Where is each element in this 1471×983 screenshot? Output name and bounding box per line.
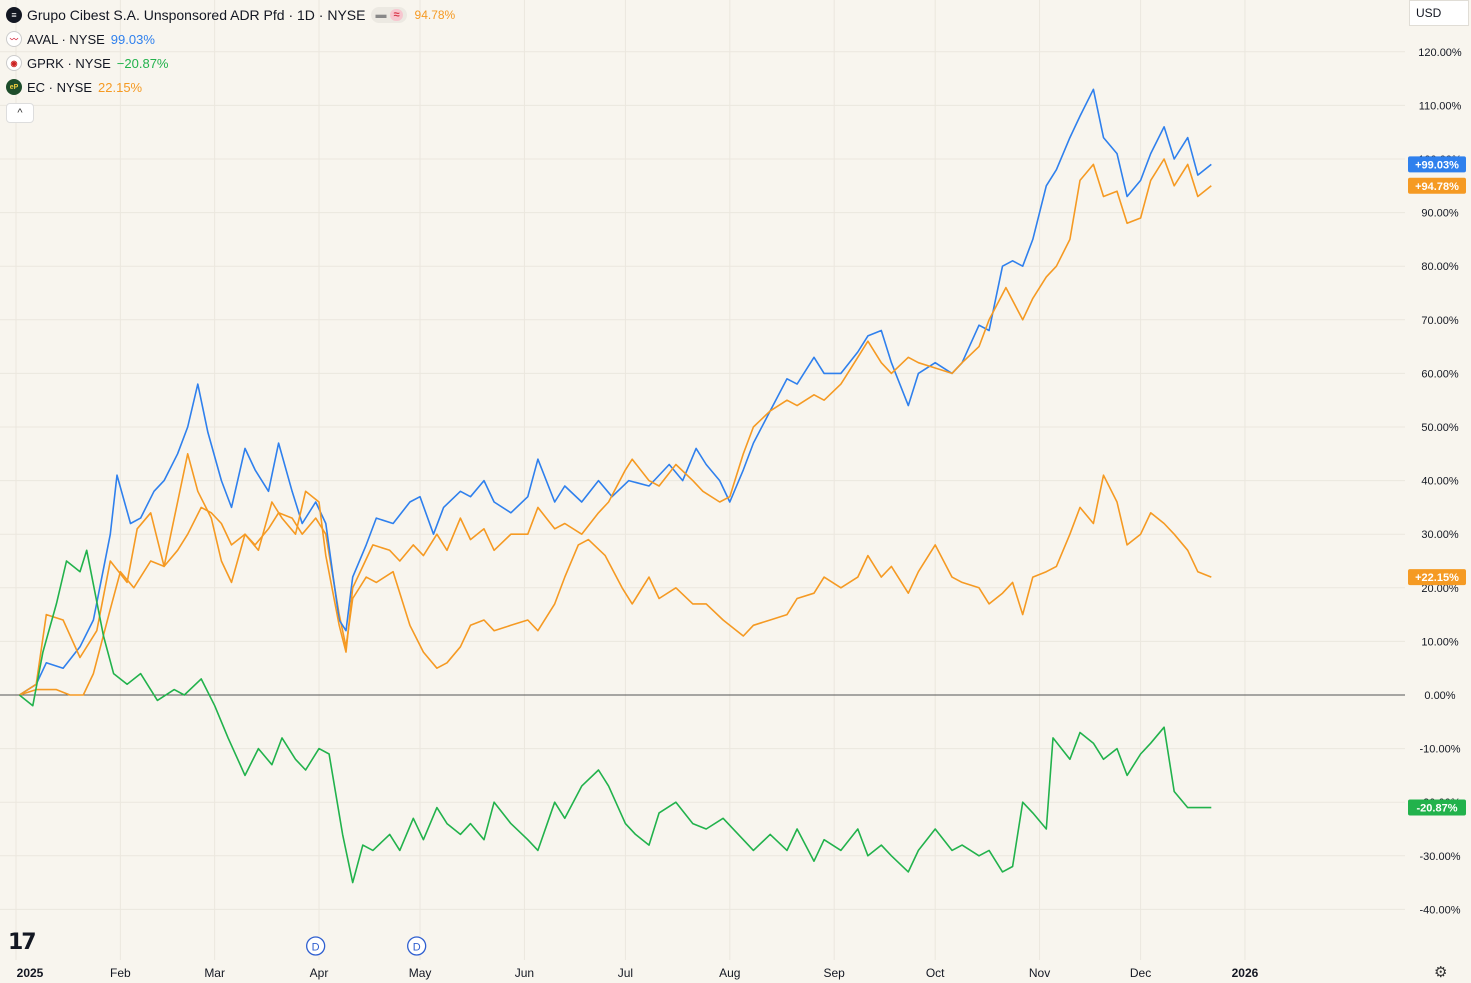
- y-tick-label: 30.00%: [1421, 529, 1459, 541]
- line-style-icon: ▬: [375, 9, 387, 21]
- y-tick-label: -40.00%: [1420, 904, 1461, 916]
- x-tick-label: Nov: [1029, 966, 1050, 980]
- currency-selector[interactable]: USD: [1409, 0, 1469, 26]
- x-tick-label: Sep: [824, 966, 846, 980]
- series-line-grupo[interactable]: [18, 158, 1212, 696]
- aval-value: 99.03%: [110, 31, 155, 47]
- gprk-logo-icon: ◉: [6, 55, 22, 71]
- legend-row-aval[interactable]: 〰 AVAL · NYSE 99.03%: [6, 27, 455, 51]
- dividend-marker-label: D: [312, 942, 320, 954]
- y-tick-label: 20.00%: [1421, 583, 1459, 595]
- y-tick-label: 70.00%: [1421, 315, 1459, 327]
- series-line-aval[interactable]: [18, 88, 1212, 696]
- x-tick-label: Jun: [515, 966, 534, 980]
- main-symbol-value: 94.78%: [414, 8, 456, 22]
- y-tick-label: 120.00%: [1418, 47, 1462, 59]
- y-tick-label: -10.00%: [1420, 744, 1461, 756]
- cibest-logo-icon: ≡: [6, 7, 22, 23]
- last-value-badge-bg: [1408, 177, 1466, 194]
- legend-row-ec[interactable]: eP EC · NYSE 22.15%: [6, 75, 455, 99]
- last-value-badge-bg: [1408, 156, 1466, 173]
- x-tick-label: Apr: [310, 966, 329, 980]
- tradingview-logo-icon[interactable]: 17: [8, 930, 37, 955]
- series-line-gprk[interactable]: [18, 549, 1212, 884]
- chevron-up-icon: ^: [17, 107, 23, 119]
- dividend-marker-circle: [306, 936, 326, 956]
- last-value-badge-bg: [1408, 799, 1466, 816]
- legend-main-row[interactable]: ≡ Grupo Cibest S.A. Unsponsored ADR Pfd …: [6, 3, 455, 27]
- y-axis: 120.00%110.00%100.00%90.00%80.00%70.00%6…: [1418, 47, 1462, 917]
- last-value-badge-text: +94.78%: [1415, 181, 1459, 193]
- dividend-marker-label: D: [413, 942, 421, 954]
- dividend-marker[interactable]: D: [407, 936, 427, 956]
- x-tick-label: Jul: [618, 966, 633, 980]
- aval-name: AVAL · NYSE: [27, 31, 105, 47]
- gear-icon[interactable]: ⚙: [1434, 964, 1448, 981]
- y-tick-label: 50.00%: [1421, 422, 1459, 434]
- y-tick-label: 40.00%: [1421, 476, 1459, 488]
- grid-lines: [0, 0, 1405, 960]
- x-tick-label: May: [409, 966, 432, 980]
- y-tick-label: 60.00%: [1421, 368, 1459, 380]
- x-tick-label: Oct: [926, 966, 945, 980]
- ec-logo-icon: eP: [6, 79, 22, 95]
- legend-collapse-button[interactable]: ^: [6, 103, 34, 123]
- dividend-marker[interactable]: D: [306, 936, 326, 956]
- x-tick-label: 2026: [1232, 966, 1259, 980]
- y-tick-label: 10.00%: [1421, 636, 1459, 648]
- legend-row-gprk[interactable]: ◉ GPRK · NYSE −20.87%: [6, 51, 455, 75]
- y-tick-label: 110.00%: [1419, 100, 1462, 112]
- legend: ≡ Grupo Cibest S.A. Unsponsored ADR Pfd …: [6, 3, 455, 123]
- x-tick-label: Aug: [719, 966, 740, 980]
- last-value-badge-bg: [1408, 569, 1466, 586]
- y-tick-label: -30.00%: [1420, 851, 1461, 863]
- y-tick-label: 90.00%: [1421, 208, 1459, 220]
- main-symbol-name: Grupo Cibest S.A. Unsponsored ADR Pfd · …: [27, 7, 366, 23]
- series-lines: [18, 88, 1212, 884]
- x-tick-label: Dec: [1130, 966, 1151, 980]
- gprk-value: −20.87%: [116, 55, 169, 71]
- series-line-ec[interactable]: [19, 474, 1212, 696]
- dividend-marker-circle: [407, 936, 427, 956]
- last-value-badge: +99.03%: [1408, 156, 1466, 173]
- last-value-badge: +22.15%: [1408, 569, 1466, 586]
- approx-icon: ≈: [390, 9, 403, 21]
- x-tick-label: 2025: [17, 966, 44, 980]
- last-value-badge: +94.78%: [1408, 177, 1466, 194]
- last-value-badge-text: +99.03%: [1415, 159, 1459, 171]
- ec-value: 22.15%: [98, 79, 143, 95]
- y-tick-label: 0.00%: [1424, 690, 1455, 702]
- last-value-badge-text: -20.87%: [1417, 803, 1458, 815]
- x-axis: 2025 Feb Mar Apr May Jun Jul Aug Sep Oct Nov Dec 202…: [17, 966, 1259, 980]
- compare-mode-pill[interactable]: ▬ ≈: [371, 7, 407, 23]
- x-tick-label: Feb: [110, 966, 131, 980]
- last-value-badge-text: +22.15%: [1415, 572, 1459, 584]
- x-tick-label: Mar: [204, 966, 225, 980]
- y-tick-label: 80.00%: [1421, 261, 1459, 273]
- gprk-name: GPRK · NYSE: [27, 55, 111, 71]
- last-value-badge: -20.87%: [1408, 799, 1466, 816]
- ec-name: EC · NYSE: [27, 79, 93, 95]
- last-value-labels: +94.78% +99.03% -20.87% +22.15%: [1408, 156, 1466, 816]
- aval-logo-icon: 〰: [6, 31, 22, 47]
